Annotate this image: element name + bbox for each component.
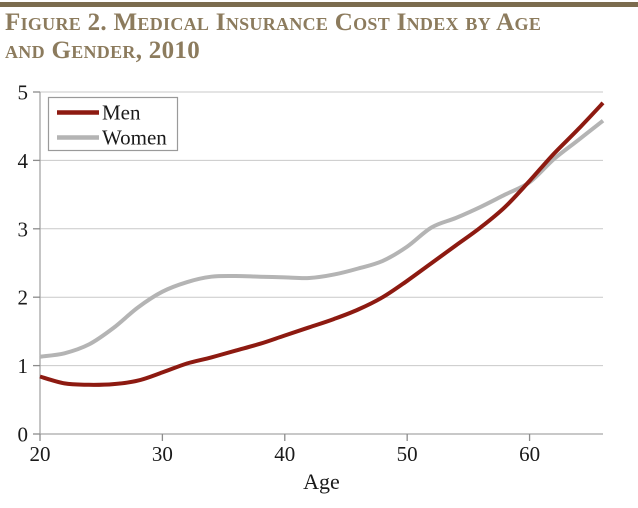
- legend-box: [47, 96, 179, 152]
- y-tick-label: 3: [18, 217, 29, 241]
- x-tick-label: 20: [30, 442, 51, 466]
- men-line: [39, 101, 605, 387]
- women-line: [39, 119, 605, 359]
- x-tick-label: 60: [519, 442, 540, 466]
- x-axis-title: Age: [303, 469, 340, 494]
- figure-title-line1: Figure 2. Medical Insurance Cost Index b…: [5, 9, 542, 36]
- y-tick-label: 5: [18, 81, 29, 105]
- figure-title-line2: and Gender, 2010: [5, 37, 201, 64]
- x-tick-label: 50: [397, 442, 418, 466]
- figure-title: Figure 2. Medical Insurance Cost Index b…: [5, 9, 590, 65]
- x-tick-label: 40: [274, 442, 295, 466]
- legend-label-women: Women: [102, 126, 167, 150]
- y-tick-label: 2: [18, 286, 29, 310]
- y-tick-label: 4: [18, 149, 29, 173]
- legend-label-men: Men: [102, 101, 141, 125]
- x-tick-label: 30: [152, 442, 173, 466]
- accent-bar: [0, 2, 638, 7]
- y-tick-label: 0: [18, 423, 29, 447]
- y-tick-label: 1: [18, 354, 29, 378]
